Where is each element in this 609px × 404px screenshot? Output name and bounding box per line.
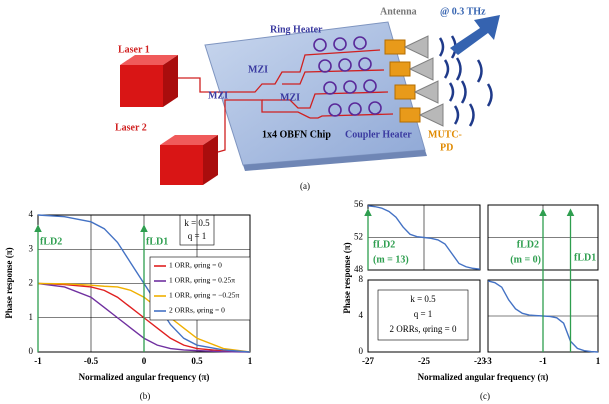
plots: 0 1 2 3 4 -1 -0.5 0 0.5 1 Normalized angular frequ… (4, 199, 601, 382)
y-axis-label: Phase response (π) (4, 247, 14, 318)
annotation: k = 0.5 (184, 218, 210, 228)
frequency-label: (m = 0) (510, 254, 541, 265)
legend-label: 1 ORR, φring = 0.25π (169, 276, 235, 285)
waves (438, 35, 493, 127)
annotation: 2 ORRs, φring = 0 (389, 324, 457, 334)
y-axis-label: Phase response (π) (342, 242, 352, 313)
label: 1x4 OBFN Chip (262, 129, 331, 140)
caption: (a) (300, 181, 310, 191)
x-tick-label: -1 (34, 356, 42, 366)
frequency-label: fLD2 (517, 239, 539, 250)
caption: (c) (480, 391, 490, 401)
y-tick-label: 8 (359, 274, 364, 284)
y-tick-label: 56 (354, 199, 364, 209)
x-tick-label: -23 (474, 356, 486, 366)
x-tick-label: -0.5 (84, 356, 99, 366)
diagram: Laser 1 Laser 2 Ring Heater MZI MZI MZI … (115, 6, 500, 185)
y-tick-label: 0 (359, 346, 364, 356)
label: Antenna (380, 6, 417, 17)
x-tick-label: -3 (484, 356, 492, 366)
legend-label: 1 ORR, φring = 0 (169, 261, 222, 270)
frequency-label: fLD2 (373, 239, 395, 250)
frequency-label: (m = 13) (373, 254, 409, 265)
frequency-label: fLD1 (574, 252, 596, 263)
annotation: q = 1 (188, 231, 207, 241)
legend-label: 2 ORRs, φring = 0 (169, 306, 225, 315)
label: MZI (208, 90, 228, 101)
legend: 1 ORR, φring = 0 1 ORR, φring = 0.25π 1 OR… (149, 256, 251, 321)
y-tick-label: 1 (29, 312, 34, 322)
photodiodes (384, 39, 421, 123)
x-tick-label: 1 (248, 356, 253, 366)
annotation-box (377, 289, 469, 341)
label: Laser 2 (115, 122, 147, 133)
y-tick-label: 4 (359, 310, 364, 320)
lasers (120, 55, 218, 185)
label: Coupler Heater (345, 129, 412, 140)
label: PD (440, 142, 453, 153)
panel-frame (367, 279, 481, 353)
annotation: q = 1 (414, 309, 433, 319)
x-axis-label: Normalized angular frequency (π) (79, 372, 210, 382)
label: @ 0.3 THz (440, 6, 486, 17)
annotation: k = 0.5 (410, 294, 436, 304)
x-axis-label: Normalized angular frequency (π) (418, 372, 549, 382)
y-tick-label: 0 (29, 346, 34, 356)
y-tick-label: 48 (354, 264, 364, 274)
label: MUTC- (428, 129, 462, 140)
chip-edge (243, 150, 427, 171)
x-tick-label: 1 (596, 356, 601, 366)
frequency-label: fLD1 (146, 236, 168, 247)
beam-arrow (450, 15, 500, 55)
rings (313, 36, 382, 117)
series-line (367, 205, 481, 270)
label: MZI (280, 92, 300, 103)
legend-label: 1 ORR, φring = −0.25π (169, 291, 240, 300)
label: MZI (248, 64, 268, 75)
x-tick-label: -27 (362, 356, 374, 366)
label: Laser 1 (118, 44, 150, 55)
caption: (b) (140, 391, 151, 401)
y-tick-label: 4 (29, 209, 34, 219)
x-tick-label: -1 (539, 356, 547, 366)
legend-box (149, 256, 251, 321)
x-tick-label: 0.5 (191, 356, 203, 366)
y-tick-label: 2 (29, 278, 34, 288)
antennas (403, 35, 444, 127)
x-tick-label: 0 (142, 356, 147, 366)
y-tick-label: 52 (354, 232, 363, 242)
x-tick-label: -25 (418, 356, 430, 366)
frequency-label: fLD2 (40, 236, 62, 247)
label: Ring Heater (270, 24, 323, 35)
y-tick-label: 3 (29, 243, 34, 253)
